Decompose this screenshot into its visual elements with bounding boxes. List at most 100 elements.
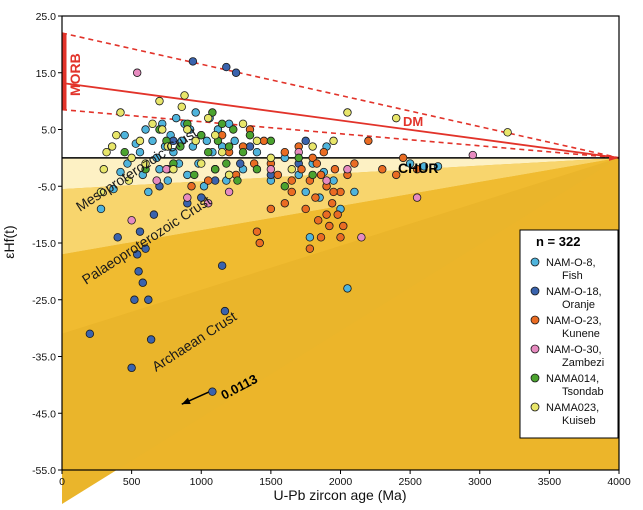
legend-marker <box>530 286 540 296</box>
data-point-s5 <box>180 91 189 100</box>
data-point-s0 <box>183 170 192 180</box>
data-point-s1 <box>217 261 227 270</box>
data-point-s1 <box>301 136 310 146</box>
data-point-s4 <box>217 119 227 129</box>
data-point-s5 <box>96 187 106 197</box>
data-point-s3 <box>132 68 142 77</box>
data-point-s0 <box>202 136 212 146</box>
axes: 0 500 1000 1500 2000 2500 3000 3500 4000 25.0 15.0… <box>32 11 631 488</box>
legend-label-line: NAMA014, <box>546 373 599 385</box>
legend-label-line: Kuiseb <box>562 415 596 427</box>
data-point-s1 <box>208 387 217 396</box>
data-point-s4 <box>190 170 199 180</box>
data-point-s0 <box>405 159 415 168</box>
data-point-s1 <box>149 210 159 219</box>
data-point-s1 <box>231 68 241 77</box>
y-axis-title: εHf(t) <box>1 225 17 258</box>
data-point-s5 <box>163 142 173 151</box>
data-point-s0 <box>120 130 129 140</box>
legend-label-line: NAM-O-18, <box>546 286 602 298</box>
data-point-s3 <box>322 176 331 185</box>
data-point-s4 <box>252 165 262 174</box>
x-tick-label: 4000 <box>607 476 631 488</box>
data-point-s2 <box>327 199 337 208</box>
legend-label: NAM-O-18, Oranje <box>546 286 602 311</box>
data-point-s5 <box>217 147 227 157</box>
data-point-s2 <box>322 210 331 219</box>
data-point-s5 <box>204 113 213 123</box>
y-tick-label: 5.0 <box>41 125 56 137</box>
data-point-s2 <box>259 136 269 146</box>
data-point-s2 <box>252 227 262 236</box>
data-point-s4 <box>204 147 213 157</box>
crust-regions <box>62 157 619 505</box>
data-point-s1 <box>138 278 147 287</box>
data-point-s3 <box>412 193 422 202</box>
x-tick-label: 0 <box>59 476 65 488</box>
data-point-s0 <box>123 159 132 168</box>
dm-arrowhead <box>609 154 619 161</box>
data-point-s2 <box>273 170 283 180</box>
data-point-s2 <box>266 204 276 214</box>
data-point-s1 <box>130 295 139 304</box>
data-point-s0 <box>433 162 443 171</box>
x-tick-label: 3500 <box>538 476 562 488</box>
data-point-s2 <box>398 153 408 163</box>
x-tick-label: 3000 <box>468 476 492 488</box>
data-point-s2 <box>339 221 348 231</box>
data-point-s0 <box>199 182 209 191</box>
data-point-s0 <box>144 187 153 197</box>
data-point-s5 <box>287 165 296 174</box>
data-point-s0 <box>305 233 315 242</box>
data-point-s5 <box>238 119 248 129</box>
data-point-s1 <box>210 176 220 185</box>
data-point-s4 <box>280 182 289 191</box>
data-point-s2 <box>305 244 315 253</box>
data-point-s5 <box>116 108 125 117</box>
data-point-s4 <box>176 142 185 151</box>
data-point-s5 <box>107 142 117 151</box>
data-point-s2 <box>319 147 328 157</box>
data-point-s0 <box>152 153 161 163</box>
x-tick-label: 2500 <box>398 476 422 488</box>
data-point-s2 <box>325 221 334 231</box>
legend-marker <box>530 344 540 354</box>
data-point-s1 <box>146 335 156 344</box>
data-point-s5 <box>148 119 157 129</box>
data-point-s5 <box>99 165 108 174</box>
data-point-s3 <box>343 165 352 174</box>
data-point-s1 <box>141 244 150 253</box>
data-point-s4 <box>245 130 255 140</box>
y-tick-label: -45.0 <box>32 408 56 420</box>
data-point-s4 <box>229 125 238 134</box>
data-point-s2 <box>187 182 196 191</box>
data-point-s1 <box>144 295 153 304</box>
data-point-s5 <box>197 159 206 168</box>
data-point-s5 <box>392 113 401 123</box>
data-point-s5 <box>177 102 186 111</box>
data-point-s0 <box>301 187 310 197</box>
data-point-s3 <box>127 216 136 225</box>
data-point-s0 <box>419 162 429 171</box>
legend-label: NAMA014, Tsondab <box>546 373 604 398</box>
data-point-s3 <box>266 165 276 174</box>
data-point-s5 <box>102 147 111 157</box>
data-point-s2 <box>280 199 289 208</box>
data-point-s5 <box>112 130 121 140</box>
data-point-s0 <box>109 184 118 194</box>
evolution-arrowhead <box>181 397 191 405</box>
data-point-s4 <box>197 130 206 140</box>
data-point-s5 <box>127 153 136 163</box>
data-point-s2 <box>316 170 326 180</box>
data-point-s1 <box>135 227 145 236</box>
data-point-s5 <box>191 136 200 146</box>
data-point-s2 <box>350 159 359 168</box>
data-point-s2 <box>314 216 323 225</box>
data-point-s2 <box>311 193 320 202</box>
data-point-s2 <box>336 233 345 242</box>
data-point-s4 <box>224 142 234 151</box>
data-point-s5 <box>266 153 276 163</box>
data-point-s2 <box>204 176 213 185</box>
data-point-s0 <box>329 176 338 185</box>
